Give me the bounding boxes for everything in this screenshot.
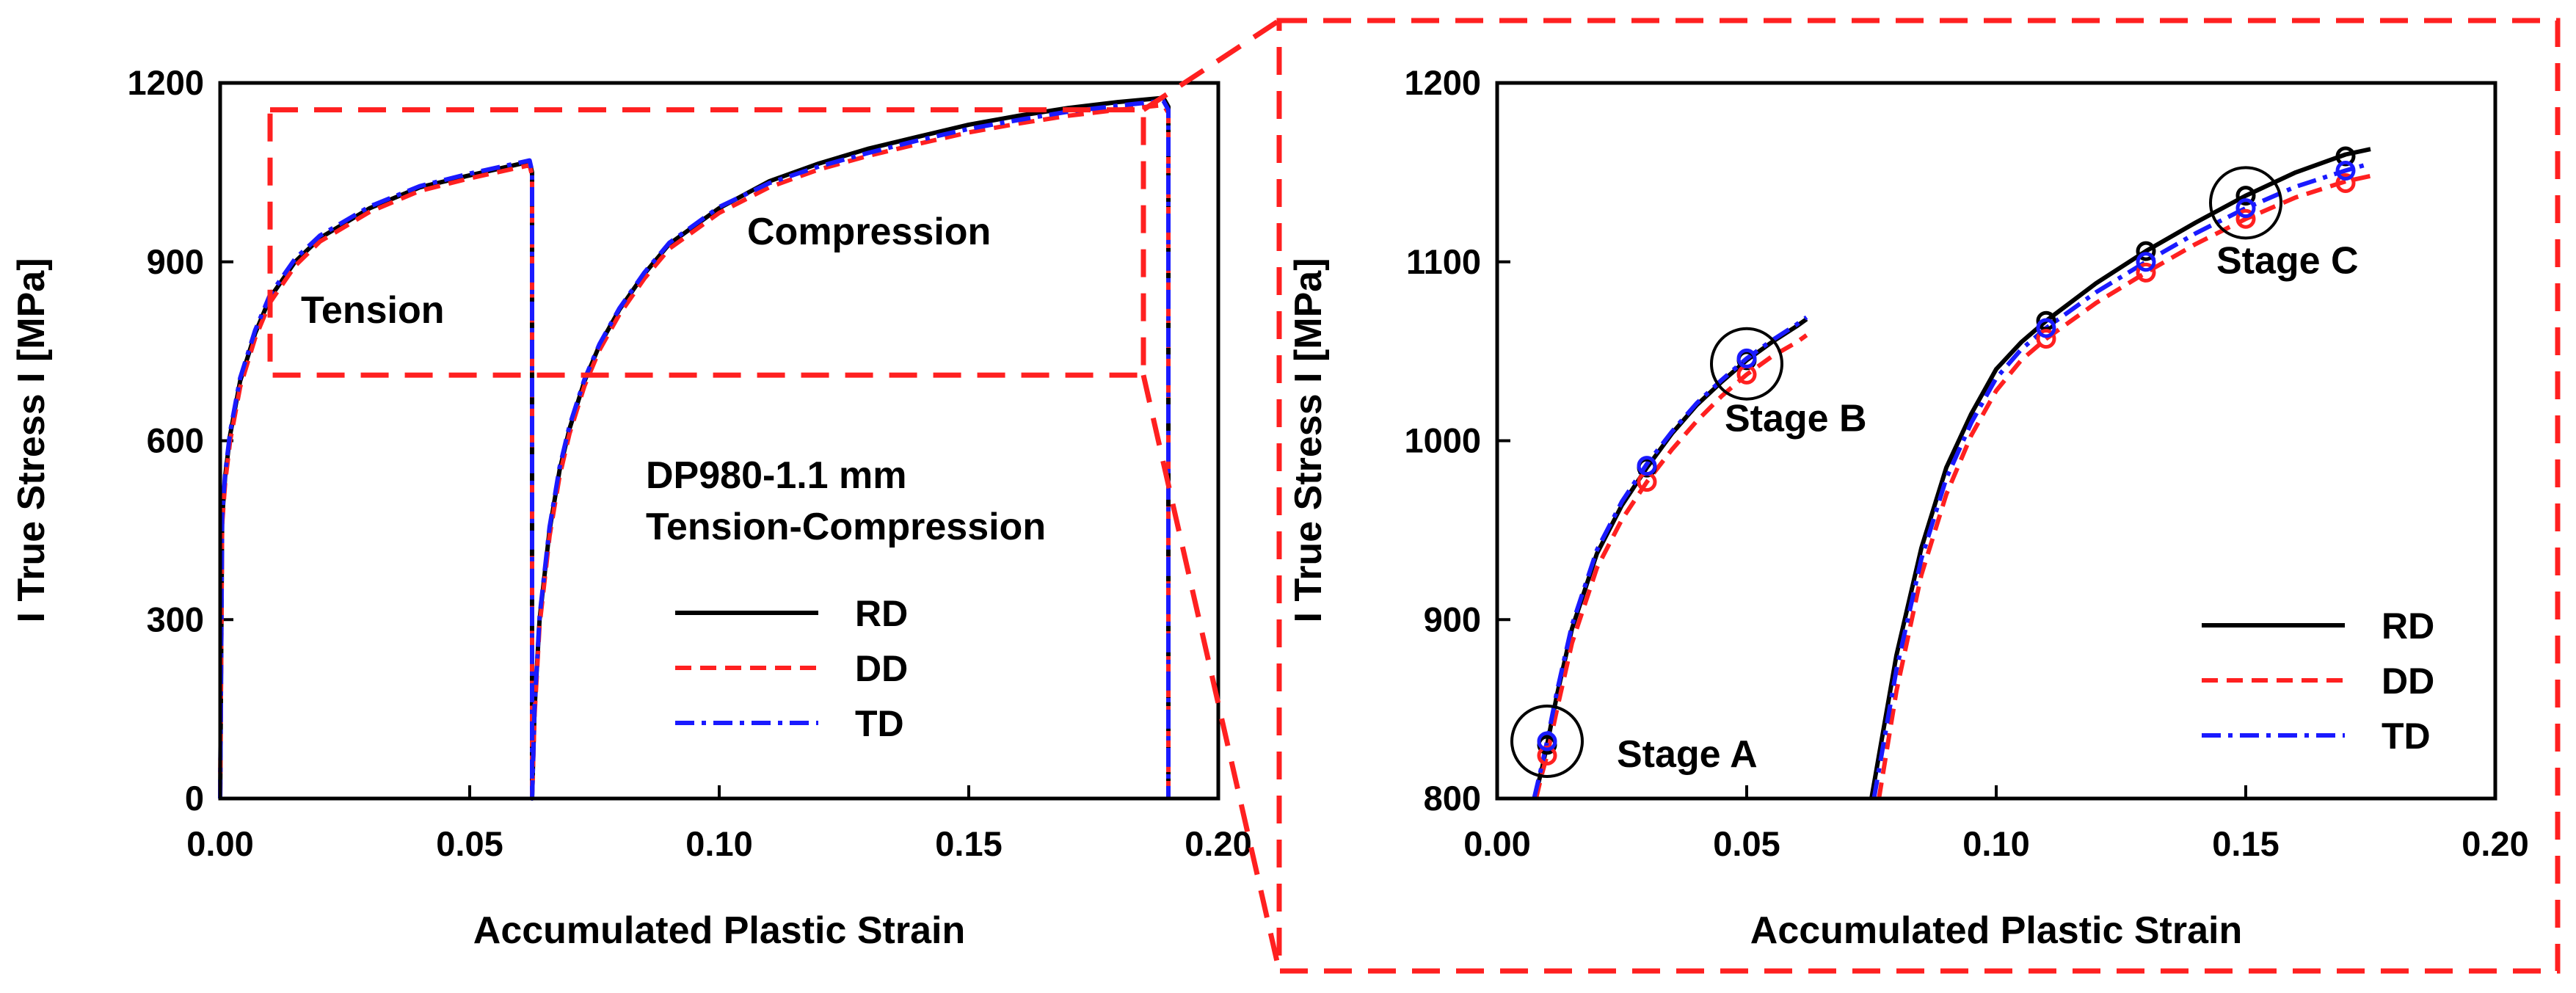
right-x-tick-label: 0.05: [1713, 824, 1780, 863]
right-series-markers: [1537, 146, 2356, 765]
left-legend-label-dd: DD: [855, 648, 908, 689]
right-axes: 0.00 0.05 0.10 0.15 0.20 800 900 1000 1100 1200: [1404, 63, 2528, 863]
right-marker-td: [2136, 252, 2156, 272]
left-series-rd: [218, 95, 1171, 801]
zoom-connector-lines: [1140, 18, 1282, 972]
right-y-tick-label: 900: [1424, 600, 1481, 639]
zoomed-chart: 0.00 0.05 0.10 0.15 0.20 800 900 1000 1100 1200 S…: [1287, 63, 2529, 952]
right-marker-td: [1637, 456, 1657, 476]
right-x-tick-label: 0.20: [2462, 824, 2528, 863]
left-axes: 0.00 0.05 0.10 0.15 0.20 0 300 600 900 1200: [127, 63, 1251, 863]
right-x-axis-title: Accumulated Plastic Strain: [1750, 909, 2242, 952]
left-x-tick-label: 0.15: [935, 824, 1002, 863]
right-y-tick-label: 1000: [1404, 421, 1481, 460]
left-y-tick-label: 600: [147, 421, 204, 460]
right-marker-rd: [2136, 241, 2156, 261]
tension-label: Tension: [301, 289, 444, 332]
right-legend-label-rd: RD: [2382, 605, 2434, 647]
left-y-axis-title: I True Stress I [MPa]: [10, 258, 53, 622]
zoom-connector-top: [1142, 18, 1281, 112]
compression-label: Compression: [747, 211, 991, 253]
right-x-tick-label: 0.15: [2212, 824, 2279, 863]
right-marker-td: [2335, 160, 2356, 181]
right-marker-dd: [2136, 262, 2156, 283]
full-curve-chart: 0.00 0.05 0.10 0.15 0.20 0 300 600 900 1200 Tensi…: [10, 63, 1252, 952]
right-legend-label-dd: DD: [2382, 661, 2434, 702]
stage-label: Stage A: [1617, 733, 1758, 776]
right-marker-dd: [2335, 173, 2356, 193]
left-x-tick-label: 0.05: [436, 824, 503, 863]
right-series-rd-segment-0: [1532, 317, 1808, 799]
left-legend: RD DD TD: [675, 593, 908, 744]
stage-circle: [2209, 166, 2282, 240]
right-legend-label-td: TD: [2382, 716, 2431, 757]
right-marker-td: [2036, 318, 2056, 338]
right-marker-dd: [2036, 329, 2056, 349]
material-label: DP980-1.1 mm: [646, 454, 907, 497]
left-plot-frame: [218, 81, 1220, 801]
right-y-tick-label: 1100: [1406, 242, 1481, 281]
right-plot-frame: [1495, 81, 2497, 801]
stage-label: Stage B: [1725, 398, 1867, 440]
right-series-td-segment-0: [1532, 315, 1808, 799]
right-marker-td: [2235, 198, 2256, 219]
stage-circle: [1710, 327, 1783, 401]
right-y-tick-label: 1200: [1404, 63, 1481, 102]
stage-circle: [1510, 705, 1584, 778]
left-series-lines: [218, 95, 1171, 801]
stage-label: Stage C: [2216, 239, 2359, 282]
left-x-tick-label: 0.00: [186, 824, 253, 863]
left-y-tick-label: 1200: [127, 63, 204, 102]
zoom-region-box: [267, 107, 1146, 378]
right-marker-td: [1736, 348, 1757, 368]
right-marker-dd: [2235, 208, 2256, 229]
left-legend-label-td: TD: [855, 703, 904, 744]
zoom-connector-bottom: [1140, 374, 1282, 972]
right-series-dd-segment-0: [1534, 333, 1808, 799]
left-y-tick-label: 300: [147, 600, 204, 639]
stage-annotations: Stage A Stage B Stage C: [1510, 166, 2359, 778]
left-y-tick-label: 900: [147, 242, 204, 281]
left-y-tick-label: 0: [185, 779, 204, 818]
right-y-tick-label: 800: [1424, 779, 1481, 818]
left-x-tick-label: 0.10: [685, 824, 752, 863]
left-x-axis-title: Accumulated Plastic Strain: [473, 909, 965, 952]
right-marker-td: [1537, 731, 1557, 752]
right-marker-rd: [2235, 186, 2256, 206]
test-type-label: Tension-Compression: [646, 506, 1046, 548]
right-y-axis-title: I True Stress I [MPa]: [1287, 258, 1330, 622]
right-legend: RD DD TD: [2202, 605, 2434, 757]
left-series-td: [218, 98, 1171, 801]
right-x-tick-label: 0.10: [1962, 824, 2029, 863]
left-x-tick-label: 0.20: [1185, 824, 1251, 863]
right-series-dd-segment-1: [1877, 173, 2371, 799]
zoom-panel-box: [1276, 18, 2561, 974]
left-legend-label-rd: RD: [855, 593, 908, 634]
right-x-tick-label: 0.00: [1463, 824, 1530, 863]
